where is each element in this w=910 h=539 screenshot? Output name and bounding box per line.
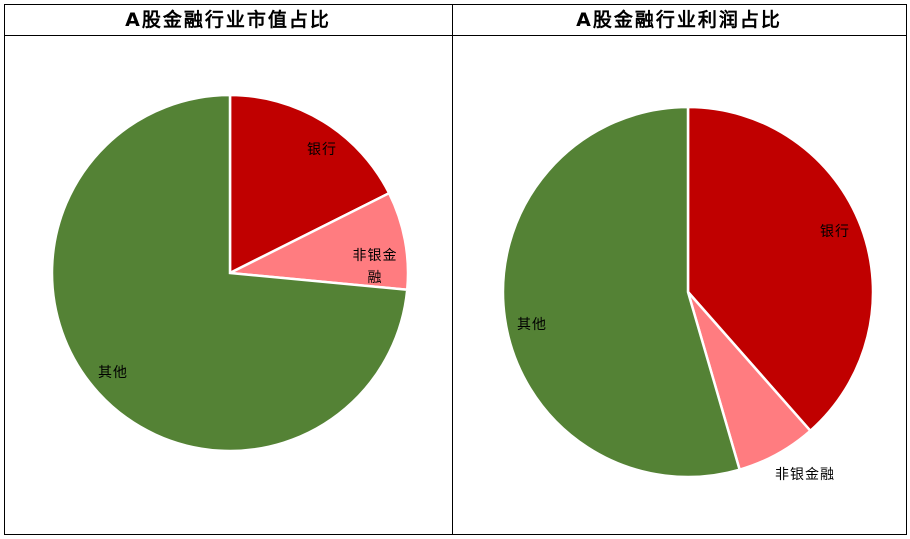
chart-title: A股金融行业市值占比 <box>125 9 331 31</box>
slice-label: 其他 <box>517 317 547 333</box>
pie-slice <box>228 93 391 276</box>
pie-slice <box>50 93 409 453</box>
pie-slice <box>225 191 410 292</box>
slice-label: 银行 <box>820 224 850 240</box>
pie-slice <box>686 105 875 433</box>
slice-label: 非银金融 <box>775 467 835 483</box>
pie-slice <box>501 105 742 479</box>
slice-label: 其他 <box>98 365 128 381</box>
chart-title: A股金融行业利润占比 <box>576 9 782 31</box>
slice-label: 非银金融 <box>352 248 398 286</box>
panel-border <box>452 4 907 535</box>
slice-label: 银行 <box>307 142 337 158</box>
